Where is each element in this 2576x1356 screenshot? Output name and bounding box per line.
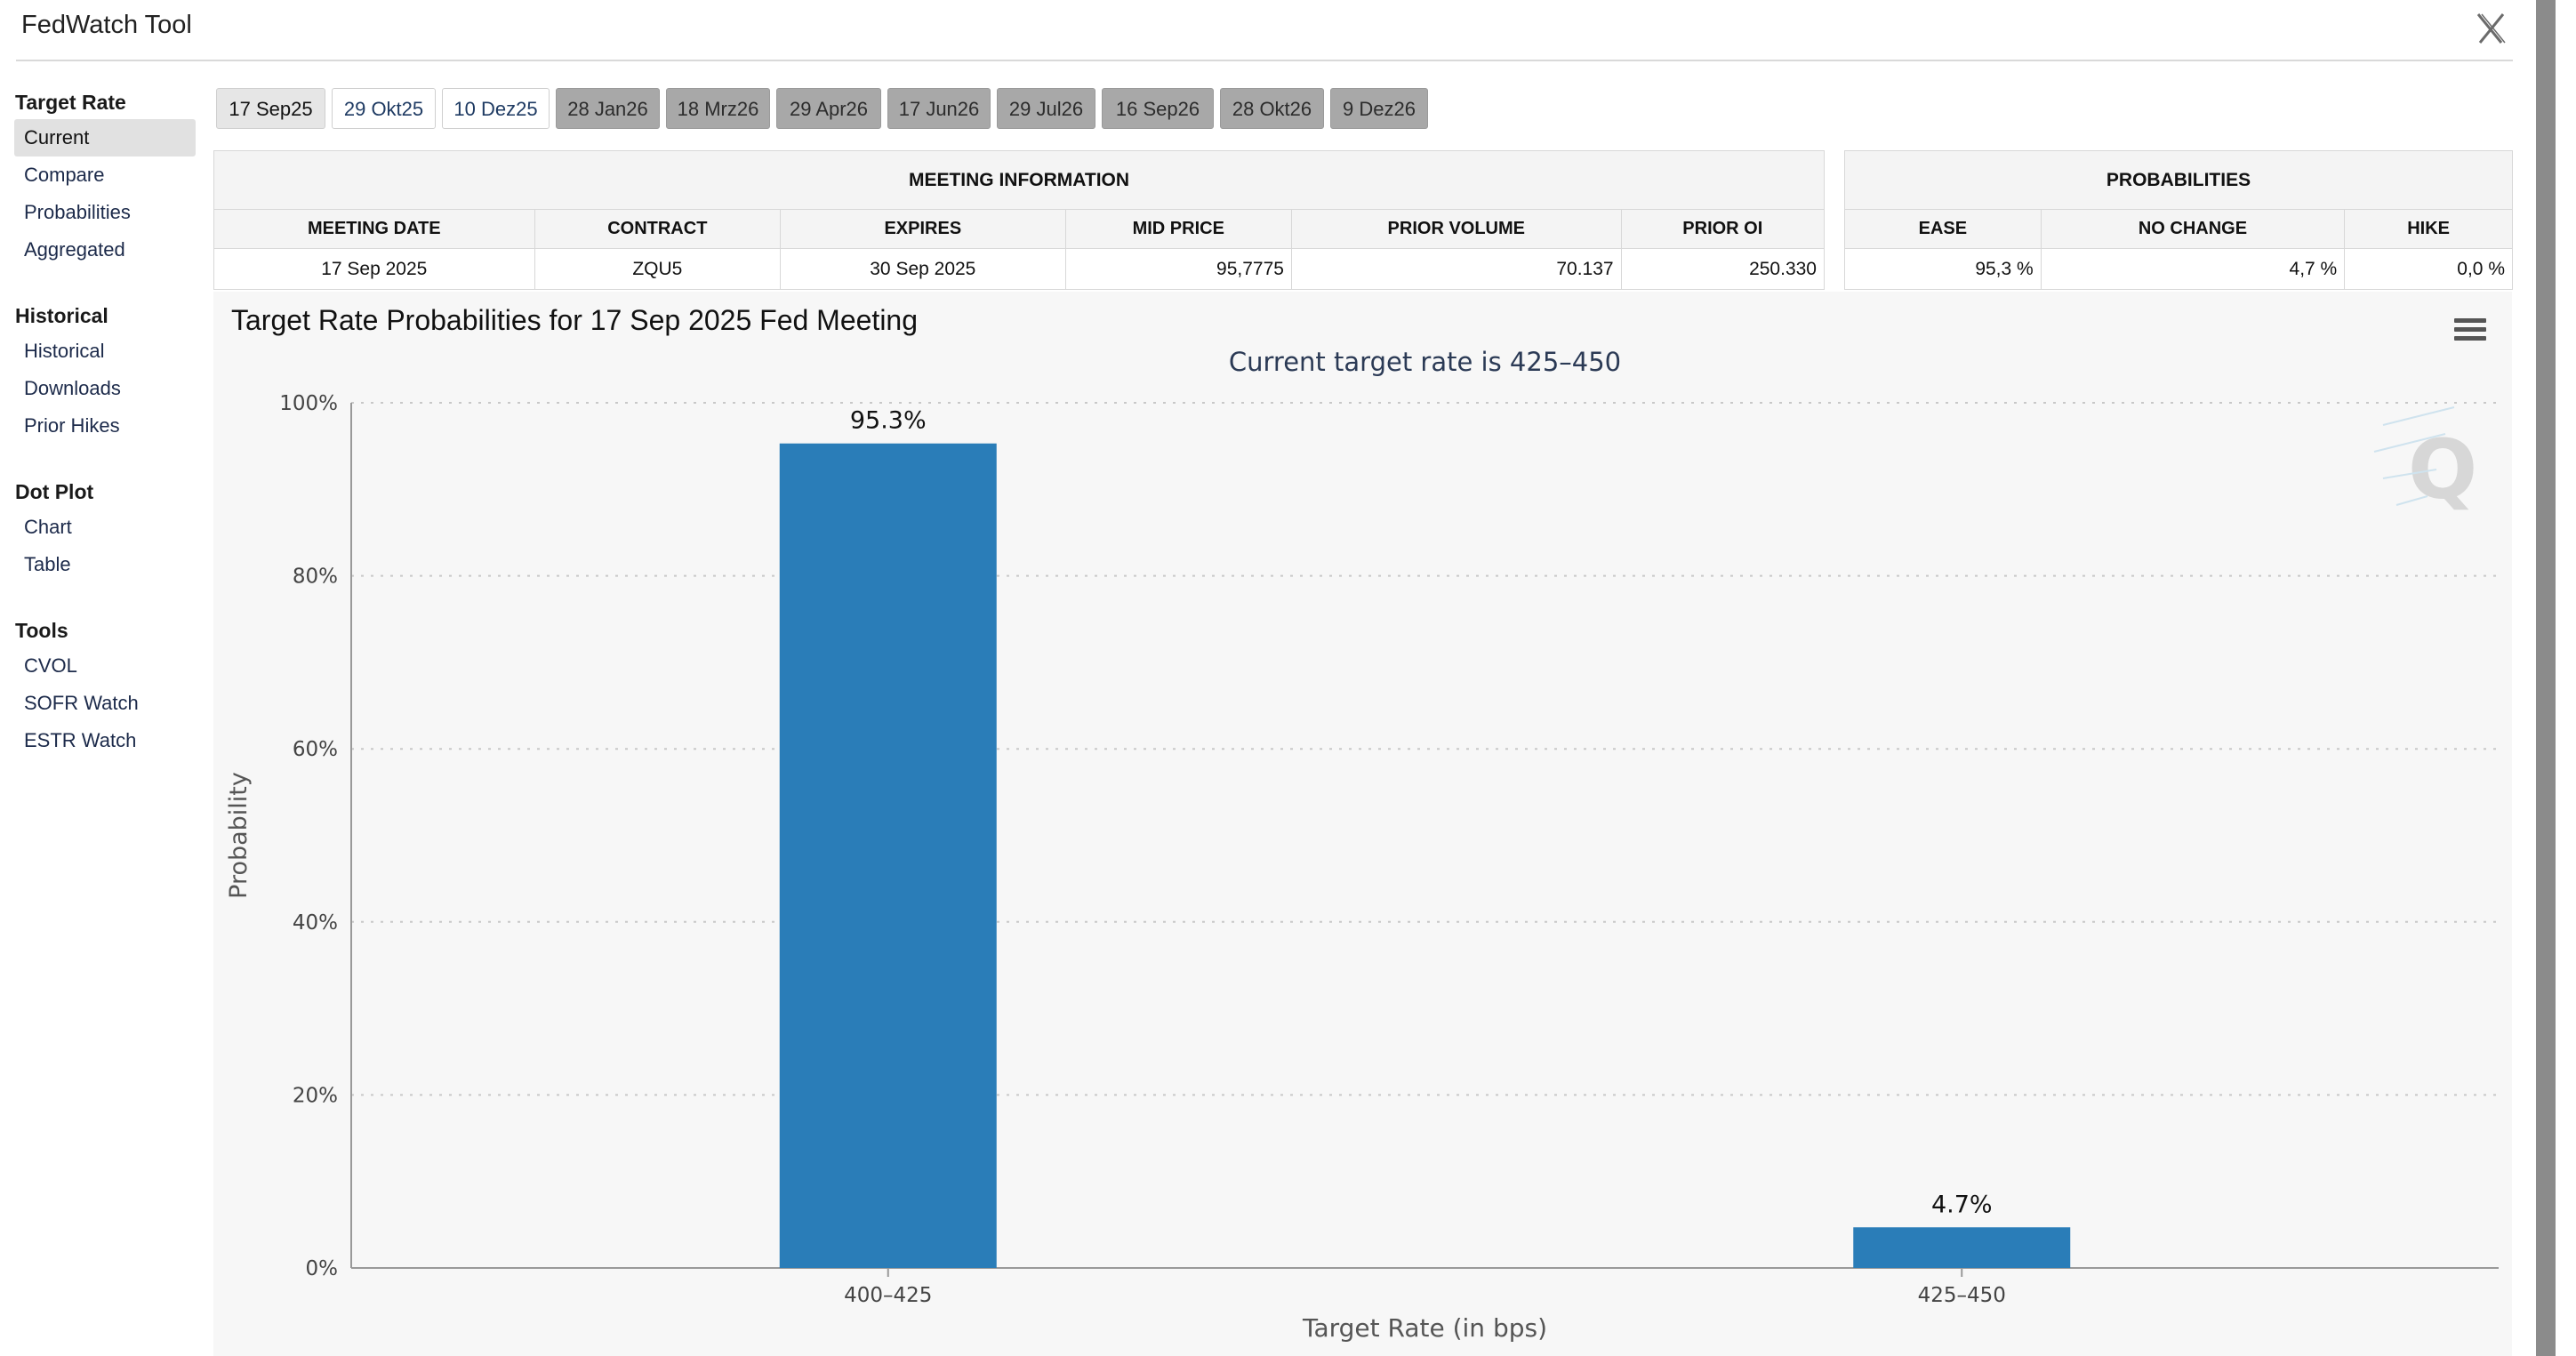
- sidebar-item-estr-watch[interactable]: ESTR Watch: [24, 729, 137, 751]
- column-header: PRIOR OI: [1620, 209, 1826, 249]
- hamburger-menu-icon: [2454, 318, 2486, 323]
- column-header: NO CHANGE: [2040, 209, 2346, 249]
- bar-data-label: 4.7%: [1931, 1191, 1993, 1218]
- chart-title: Target Rate Probabilities for 17 Sep 202…: [231, 304, 919, 336]
- column-header: PRIOR VOLUME: [1290, 209, 1622, 249]
- column-header: MID PRICE: [1064, 209, 1292, 249]
- sidebar-item-compare[interactable]: Compare: [24, 164, 105, 186]
- y-axis-title: Probability: [225, 772, 253, 899]
- meeting-information-title: MEETING INFORMATION: [213, 150, 1825, 210]
- table-cell: 70.137: [1290, 248, 1622, 290]
- tab-meeting-date[interactable]: 29 Apr26: [776, 88, 881, 129]
- sidebar-item-chart[interactable]: Chart: [24, 516, 72, 538]
- tab-meeting-date[interactable]: 29 Jul26: [997, 88, 1095, 129]
- y-tick-label: 80%: [293, 566, 338, 589]
- chart-subtitle: Current target rate is 425–450: [1229, 347, 1621, 377]
- column-header: HIKE: [2344, 209, 2513, 249]
- column-header: MEETING DATE: [213, 209, 535, 249]
- table-cell: 95,7775: [1064, 248, 1292, 290]
- column-header: EASE: [1844, 209, 2042, 249]
- table-cell: 30 Sep 2025: [780, 248, 1066, 290]
- close-icon: [2476, 13, 2506, 44]
- sidebar-heading: Dot Plot: [15, 480, 94, 503]
- tab-meeting-date[interactable]: 17 Sep25: [216, 88, 325, 129]
- sidebar-group: Dot Plot Chart Table: [14, 475, 196, 583]
- bar-chart: Current target rate is 425–450 Q 0% 20% 40% 6…: [225, 347, 2499, 1343]
- sidebar-group: Historical Historical Downloads Prior Hikes: [14, 299, 196, 445]
- tab-meeting-date[interactable]: 18 Mrz26: [666, 88, 770, 129]
- watermark-stroke: [2395, 495, 2428, 506]
- sidebar-item-aggregated[interactable]: Aggregated: [24, 238, 125, 261]
- sidebar-heading: Target Rate: [15, 91, 126, 114]
- table-cell: 0,0 %: [2344, 248, 2513, 290]
- bar: [1853, 1227, 2071, 1268]
- x-tick-label: 425–450: [1918, 1284, 2006, 1307]
- y-tick-label: 0%: [306, 1257, 339, 1280]
- probabilities-title: PROBABILITIES: [1844, 150, 2513, 210]
- table-cell: 250.330: [1620, 248, 1826, 290]
- sidebar-group: Target Rate Current Compare Probabilities Ag…: [14, 85, 196, 269]
- chart-panel: Target Rate Probabilities for 17 Sep 202…: [213, 292, 2512, 1356]
- app-header: FedWatch Tool: [0, 0, 2543, 61]
- sidebar-item-current[interactable]: Current: [14, 119, 196, 156]
- chart-menu-button[interactable]: [2454, 318, 2486, 345]
- sidebar-group: Tools CVOL SOFR Watch ESTR Watch: [14, 614, 196, 759]
- x-tick-label: 400–425: [844, 1284, 932, 1307]
- tab-meeting-date[interactable]: 17 Jun26: [887, 88, 991, 129]
- watermark-glyph: Q: [2408, 422, 2477, 518]
- table-cell: 95,3 %: [1844, 248, 2042, 290]
- sidebar-nav: Target Rate Current Compare Probabilities Ag…: [14, 85, 196, 790]
- table-cell: 17 Sep 2025: [213, 248, 535, 290]
- watermark-stroke: [2382, 469, 2437, 479]
- sidebar-item-historical[interactable]: Historical: [24, 340, 105, 362]
- sidebar-item-prior-hikes[interactable]: Prior Hikes: [24, 414, 120, 437]
- watermark-stroke: [2382, 406, 2455, 426]
- column-header: EXPIRES: [780, 209, 1066, 249]
- close-button[interactable]: [2468, 4, 2516, 55]
- sidebar-heading: Tools: [15, 619, 68, 642]
- table-cell: 4,7 %: [2040, 248, 2346, 290]
- y-tick-label: 100%: [279, 392, 338, 415]
- sidebar-item-probabilities[interactable]: Probabilities: [24, 201, 131, 223]
- probabilities-table: PROBABILITIES EASE NO CHANGE HIKE 95,3 % 4,…: [1844, 150, 2513, 290]
- column-header: CONTRACT: [534, 209, 782, 249]
- watermark-logo: Q: [2373, 406, 2477, 518]
- bar-data-label: 95.3%: [850, 407, 927, 435]
- y-tick-label: 20%: [293, 1084, 338, 1107]
- tab-meeting-date[interactable]: 9 Dez26: [1330, 88, 1428, 129]
- table-cell: ZQU5: [534, 248, 782, 290]
- scrollbar[interactable]: [2536, 0, 2556, 1356]
- hamburger-line: [2454, 327, 2486, 332]
- app-title: FedWatch Tool: [21, 11, 192, 39]
- y-tick-label: 40%: [293, 911, 338, 935]
- bar: [779, 443, 997, 1268]
- sidebar-item-table[interactable]: Table: [24, 553, 71, 575]
- hamburger-line: [2454, 336, 2486, 341]
- tab-meeting-date[interactable]: 16 Sep26: [1102, 88, 1214, 129]
- sidebar-item-sofr-watch[interactable]: SOFR Watch: [24, 692, 139, 714]
- x-axis-title: Target Rate (in bps): [1302, 1313, 1547, 1343]
- sidebar-heading: Historical: [15, 304, 108, 327]
- header-divider: [16, 60, 2513, 61]
- tab-meeting-date[interactable]: 28 Okt26: [1220, 88, 1324, 129]
- tab-meeting-date[interactable]: 28 Jan26: [556, 88, 660, 129]
- tab-meeting-date[interactable]: 10 Dez25: [442, 88, 550, 129]
- sidebar-item-downloads[interactable]: Downloads: [24, 377, 121, 399]
- y-tick-label: 60%: [293, 738, 338, 761]
- watermark-stroke: [2373, 433, 2446, 453]
- meeting-information-table: MEETING INFORMATION MEETING DATE CONTRACT…: [213, 150, 1826, 290]
- tab-meeting-date[interactable]: 29 Okt25: [332, 88, 436, 129]
- sidebar-item-cvol[interactable]: CVOL: [24, 654, 77, 677]
